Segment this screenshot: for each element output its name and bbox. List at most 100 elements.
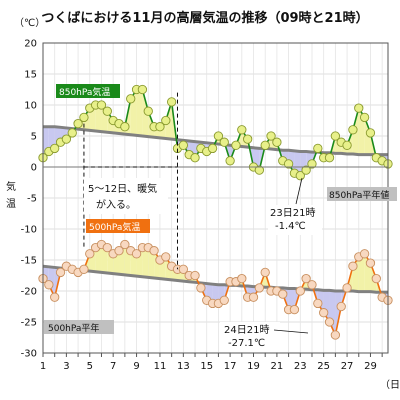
- data-point-850: [213, 131, 224, 141]
- note-24: 24日21時 -27.1℃: [220, 322, 309, 352]
- data-point-850: [73, 118, 83, 129]
- data-point-850: [307, 159, 317, 169]
- label-850-text: 850hPa気温: [59, 86, 110, 98]
- anomaly-fill: [212, 284, 219, 304]
- anomaly-fill: [142, 247, 149, 278]
- data-point-500: [55, 267, 66, 278]
- data-point-850: [365, 128, 376, 138]
- data-point-500: [254, 283, 265, 293]
- anomaly-fill: [154, 250, 160, 279]
- anomaly-fill: [148, 247, 155, 278]
- data-point-500: [301, 273, 311, 284]
- y-tick-label: -20: [21, 287, 37, 298]
- data-point-850: [359, 112, 370, 123]
- data-point-850: [348, 125, 358, 135]
- data-point-500: [295, 286, 305, 296]
- data-point-850: [166, 97, 177, 107]
- data-point-850: [342, 140, 352, 150]
- data-point-850: [295, 171, 305, 181]
- data-point-500: [336, 301, 346, 312]
- data-point-500: [161, 252, 171, 262]
- data-point-850: [301, 165, 311, 175]
- series-points: [38, 84, 393, 340]
- x-unit: （日）: [380, 379, 400, 391]
- data-point-850: [120, 122, 130, 132]
- data-point-500: [248, 292, 259, 302]
- y-tick-label: -5: [27, 194, 37, 205]
- label-500-normal: 500hPa平年: [44, 320, 114, 334]
- data-point-850: [231, 140, 241, 150]
- x-tick-label: 9: [133, 361, 139, 372]
- series-line-500-normal: [42, 264, 388, 294]
- x-tick-label: 1: [40, 361, 46, 372]
- data-point-500: [307, 280, 317, 290]
- x-tick-label: 17: [224, 361, 237, 372]
- data-point-850: [190, 153, 200, 163]
- label-500: 500hPa気温: [86, 219, 150, 233]
- label-850: 850hPa気温: [56, 84, 120, 98]
- data-point-500: [330, 330, 341, 340]
- data-point-850: [354, 103, 364, 113]
- data-point-500: [324, 317, 335, 327]
- note-23: 23日21時 -1.4℃: [268, 177, 322, 235]
- label-500-normal-text: 500hPa平年: [48, 322, 99, 334]
- y-axis-label: 気 温: [6, 180, 16, 210]
- data-point-500: [289, 304, 300, 315]
- data-point-500: [359, 249, 370, 259]
- data-point-500: [371, 273, 381, 284]
- data-point-850: [96, 100, 107, 110]
- data-point-850: [126, 94, 136, 104]
- note-23-pointer: [295, 177, 303, 205]
- note-24-line2: -27.1℃: [228, 338, 265, 349]
- y-tick-label: 10: [24, 101, 37, 112]
- data-point-850: [50, 143, 60, 154]
- y-axis-label-char-2: 温: [6, 198, 16, 210]
- label-850-normal: 850hPa平年値: [327, 187, 397, 201]
- data-point-500: [79, 264, 89, 274]
- data-point-850: [243, 134, 253, 144]
- label-500-bg: [86, 219, 150, 233]
- x-tick-label: 19: [247, 361, 260, 372]
- data-point-500: [196, 283, 206, 293]
- data-point-850: [283, 159, 294, 169]
- x-tick-label: 27: [341, 361, 354, 372]
- data-point-850: [254, 165, 265, 175]
- data-point-500: [313, 298, 323, 309]
- data-point-850: [178, 140, 188, 150]
- data-point-500: [219, 295, 229, 305]
- x-tick-label: 13: [177, 361, 190, 372]
- data-point-850: [313, 143, 323, 154]
- label-850-normal-bg: [327, 187, 397, 201]
- x-tick-label: 15: [200, 361, 213, 372]
- data-point-850: [266, 131, 276, 141]
- data-point-850: [67, 128, 77, 138]
- label-850-normal-text: 850hPa平年値: [329, 189, 389, 201]
- chart-title: つくばにおける11月の高層気温の推移（09時と21時）: [41, 10, 368, 26]
- data-point-850: [102, 106, 112, 116]
- warm-period-bracket: [83, 92, 178, 270]
- data-point-500: [149, 246, 159, 256]
- note-24-pointer: [273, 329, 309, 334]
- data-point-850: [237, 125, 247, 135]
- y-tick-label: -10: [21, 225, 37, 236]
- data-point-850: [260, 140, 270, 150]
- label-500-text: 500hPa気温: [89, 221, 140, 233]
- x-tick-label: 21: [271, 361, 284, 372]
- data-point-500: [44, 280, 54, 290]
- x-tick-label: 11: [154, 361, 167, 372]
- data-point-500: [278, 289, 288, 299]
- y-tick-label: 20: [24, 39, 37, 50]
- data-point-500: [365, 258, 376, 268]
- data-point-500: [102, 242, 112, 253]
- label-500-normal-bg: [44, 320, 114, 334]
- anomaly-fill: [358, 253, 365, 292]
- y-tick-label: 15: [24, 70, 37, 81]
- y-tick-label: 0: [31, 163, 37, 174]
- data-point-850: [61, 134, 72, 144]
- note-24-line1: 24日21時: [224, 324, 269, 336]
- data-point-500: [237, 273, 247, 284]
- data-point-500: [190, 270, 200, 281]
- anomaly-fill: [136, 89, 143, 136]
- x-tick-label: 23: [294, 361, 307, 372]
